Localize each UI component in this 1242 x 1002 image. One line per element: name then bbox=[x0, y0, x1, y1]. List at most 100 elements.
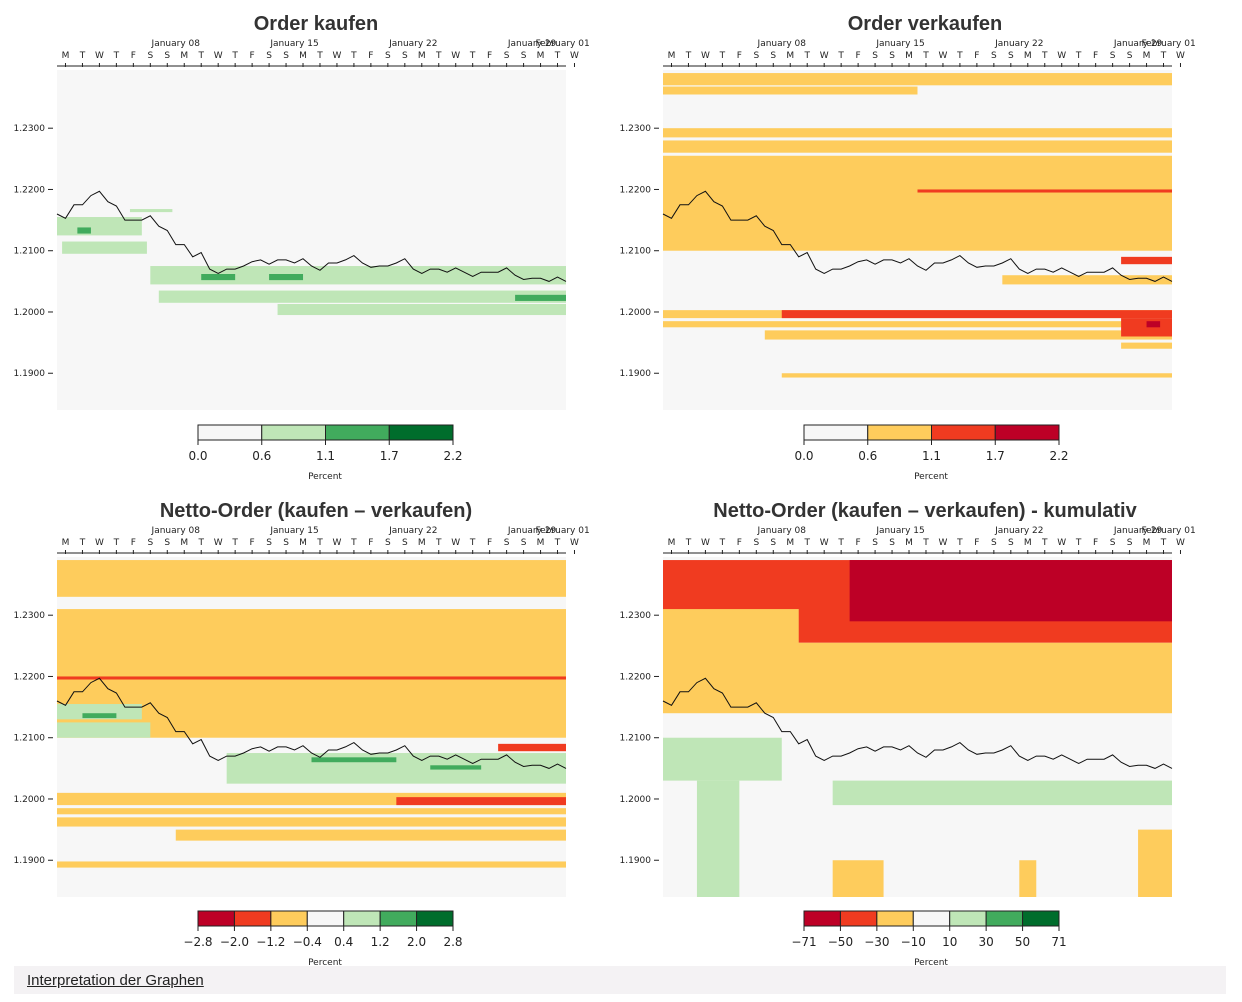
day-tick-label: T bbox=[1041, 51, 1048, 61]
legend-swatch bbox=[325, 424, 390, 441]
day-tick-label: W bbox=[332, 538, 341, 548]
heat-band bbox=[77, 227, 91, 234]
heat-band bbox=[663, 642, 1172, 714]
legend-tick-label: 1.1 bbox=[922, 449, 941, 463]
day-tick-label: W bbox=[820, 538, 829, 548]
day-tick-label: S bbox=[402, 51, 408, 61]
month-label: February 01 bbox=[536, 39, 590, 49]
heat-band bbox=[1019, 860, 1037, 897]
heat-band bbox=[57, 704, 142, 720]
chart-title: Order verkaufen bbox=[848, 13, 1003, 35]
y-tick-label: 1.2000 bbox=[620, 795, 652, 805]
month-label: January 22 bbox=[388, 526, 437, 536]
day-tick-label: M bbox=[1143, 51, 1151, 61]
day-tick-label: F bbox=[368, 51, 373, 61]
legend-swatch bbox=[261, 424, 326, 441]
heat-band bbox=[515, 294, 566, 301]
day-tick-label: S bbox=[872, 51, 878, 61]
day-tick-label: M bbox=[786, 51, 794, 61]
legend-tick-label: 0.0 bbox=[188, 449, 207, 463]
day-tick-label: T bbox=[1075, 51, 1082, 61]
interpretation-link[interactable]: Interpretation der Graphen bbox=[27, 972, 204, 989]
day-tick-label: T bbox=[79, 51, 86, 61]
legend-swatch bbox=[343, 910, 381, 927]
month-label: January 15 bbox=[269, 526, 318, 536]
day-tick-label: S bbox=[385, 538, 391, 548]
day-tick-label: T bbox=[554, 51, 561, 61]
day-tick-label: M bbox=[905, 51, 913, 61]
day-tick-label: F bbox=[1093, 51, 1098, 61]
day-tick-label: F bbox=[856, 51, 861, 61]
heat-band bbox=[663, 140, 1172, 153]
day-tick-label: T bbox=[113, 51, 120, 61]
month-label: January 08 bbox=[151, 526, 201, 536]
legend-tick-label: 10 bbox=[942, 935, 957, 949]
day-tick-label: M bbox=[299, 538, 307, 548]
day-tick-label: T bbox=[922, 51, 929, 61]
heat-band bbox=[57, 808, 566, 815]
legend-label: Percent bbox=[914, 958, 948, 965]
legend-tick-label: −71 bbox=[791, 935, 816, 949]
legend-tick-label: −2.8 bbox=[183, 935, 212, 949]
day-tick-label: T bbox=[316, 51, 323, 61]
day-tick-label: F bbox=[974, 538, 979, 548]
day-tick-label: W bbox=[701, 538, 710, 548]
legend-swatch bbox=[233, 910, 272, 927]
day-tick-label: W bbox=[820, 51, 829, 61]
day-tick-label: M bbox=[180, 51, 188, 61]
day-tick-label: S bbox=[991, 51, 997, 61]
heat-band bbox=[82, 713, 117, 719]
day-tick-label: T bbox=[79, 538, 86, 548]
heat-band bbox=[57, 861, 566, 868]
day-tick-label: F bbox=[487, 538, 492, 548]
legend-tick-label: −10 bbox=[901, 935, 926, 949]
legend-tick-label: 1.7 bbox=[986, 449, 1005, 463]
legend-tick-label: −1.2 bbox=[256, 935, 285, 949]
day-tick-label: S bbox=[889, 51, 895, 61]
day-tick-label: W bbox=[214, 51, 223, 61]
legend-tick-label: 0.0 bbox=[794, 449, 813, 463]
heat-band bbox=[201, 274, 236, 281]
legend-tick-label: 2.8 bbox=[443, 935, 462, 949]
day-tick-label: F bbox=[250, 538, 255, 548]
day-tick-label: S bbox=[504, 51, 510, 61]
legend-swatch bbox=[803, 424, 869, 441]
y-tick-label: 1.2000 bbox=[14, 795, 46, 805]
legend-tick-label: −30 bbox=[864, 935, 889, 949]
chart-title: Netto-Order (kaufen – verkaufen) - kumul… bbox=[713, 500, 1137, 522]
y-tick-label: 1.1900 bbox=[620, 856, 652, 866]
chart-title: Order kaufen bbox=[254, 13, 378, 35]
day-tick-label: S bbox=[1008, 538, 1014, 548]
day-tick-label: M bbox=[786, 538, 794, 548]
day-tick-label: S bbox=[1008, 51, 1014, 61]
day-tick-label: W bbox=[938, 51, 947, 61]
month-label: January 29 bbox=[507, 526, 557, 536]
day-tick-label: T bbox=[1160, 538, 1167, 548]
day-tick-label: F bbox=[737, 51, 742, 61]
heat-band bbox=[57, 817, 566, 827]
day-tick-label: T bbox=[350, 51, 357, 61]
legend-swatch bbox=[197, 910, 235, 927]
y-tick-label: 1.2000 bbox=[620, 308, 652, 318]
day-tick-label: T bbox=[719, 538, 726, 548]
day-tick-label: S bbox=[770, 538, 776, 548]
heat-band bbox=[1146, 321, 1161, 328]
day-tick-label: S bbox=[1127, 51, 1133, 61]
day-tick-label: M bbox=[668, 51, 676, 61]
day-tick-label: T bbox=[685, 538, 692, 548]
day-tick-label: T bbox=[231, 538, 238, 548]
y-tick-label: 1.2100 bbox=[14, 247, 46, 257]
month-label: February 01 bbox=[1142, 526, 1196, 536]
heat-band bbox=[57, 560, 566, 597]
legend-swatch bbox=[270, 910, 308, 927]
month-label: January 22 bbox=[994, 526, 1043, 536]
heat-band bbox=[1121, 256, 1172, 265]
day-tick-label: S bbox=[164, 538, 170, 548]
day-tick-label: W bbox=[570, 538, 579, 548]
day-tick-label: T bbox=[719, 51, 726, 61]
y-tick-label: 1.2200 bbox=[14, 185, 46, 195]
day-tick-label: S bbox=[753, 51, 759, 61]
price-line bbox=[56, 677, 567, 769]
month-label: February 01 bbox=[1142, 39, 1196, 49]
legend-label: Percent bbox=[914, 472, 948, 482]
